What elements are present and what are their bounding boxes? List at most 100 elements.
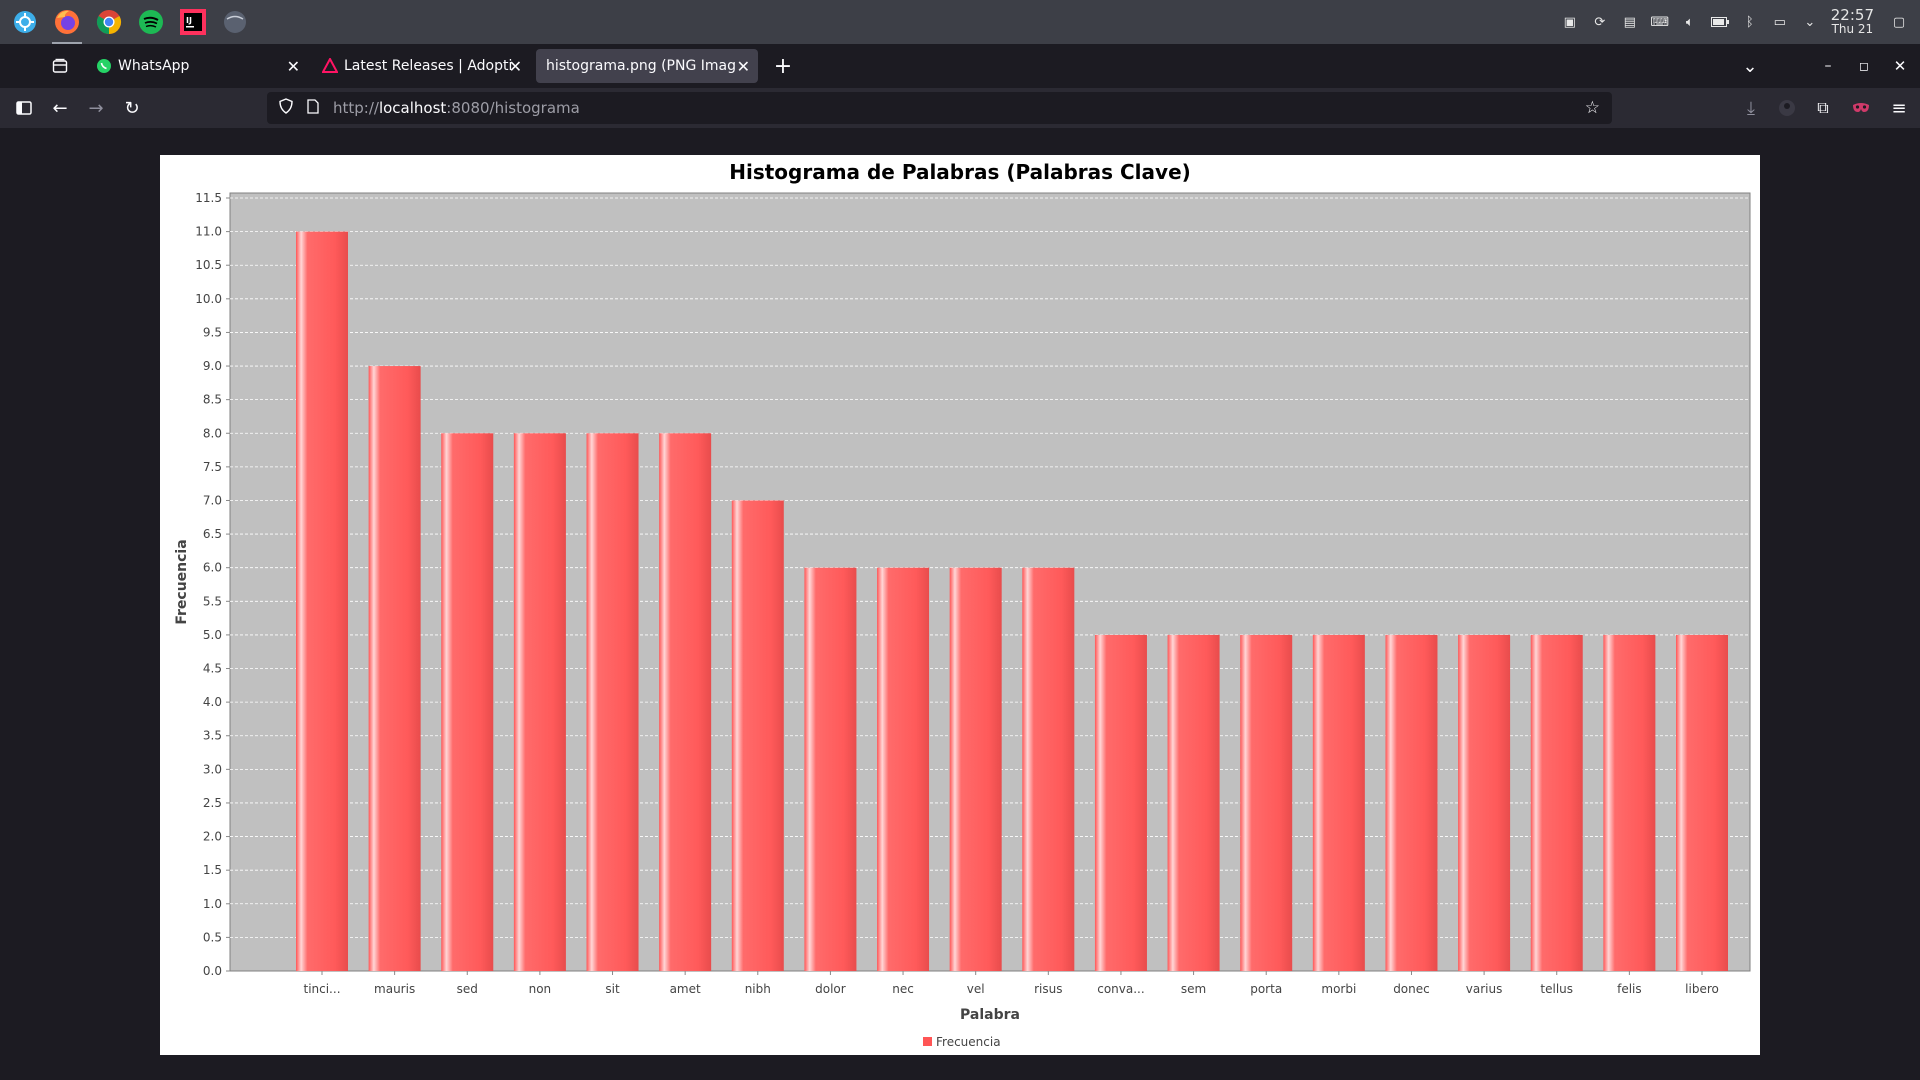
bar <box>513 433 566 971</box>
maximize-icon[interactable]: ◻ <box>1859 59 1869 73</box>
kde-launcher-icon[interactable] <box>8 5 42 39</box>
menu-hamburger-icon[interactable]: ≡ <box>1891 97 1907 119</box>
clock-date: Thu 21 <box>1831 22 1874 36</box>
adoptium-icon <box>322 58 338 73</box>
account-avatar-icon[interactable] <box>1771 92 1803 124</box>
back-arrow-icon[interactable]: ← <box>52 97 68 119</box>
histogram-chart: Histograma de Palabras (Palabras Clave) … <box>174 160 1751 1049</box>
x-tick-label: libero <box>1685 982 1719 996</box>
histogram-image[interactable]: Histograma de Palabras (Palabras Clave) … <box>160 155 1760 1055</box>
keyboard-icon[interactable]: ⌨ <box>1650 14 1670 30</box>
x-tick-label: felis <box>1617 982 1642 996</box>
new-tab-button[interactable]: + <box>773 53 793 79</box>
y-tick-label: 1.0 <box>203 897 222 911</box>
y-tick-label: 5.0 <box>203 628 222 642</box>
taskbar: IJ ▣ ⟳ ▤ ⌨ 🔈︎ ᛒ ▭ ⌄ 22:57 Thu 21 ▢ <box>0 0 1920 44</box>
svg-text:IJ: IJ <box>186 16 192 25</box>
bar <box>731 500 784 971</box>
bookmark-star-icon[interactable]: ☆ <box>1584 98 1600 118</box>
display-icon[interactable]: ▭ <box>1773 14 1786 30</box>
bar <box>659 433 712 971</box>
shield-icon[interactable] <box>279 98 295 118</box>
y-tick-label: 10.0 <box>195 292 222 306</box>
x-tick-label: risus <box>1034 982 1062 996</box>
battery-icon[interactable] <box>1710 13 1729 31</box>
intellij-icon[interactable]: IJ <box>176 5 210 39</box>
y-tick-label: 4.5 <box>203 662 222 676</box>
x-tick-label: dolor <box>815 982 846 996</box>
firefox-icon[interactable] <box>50 5 84 44</box>
bar <box>441 433 494 971</box>
x-tick-label: donec <box>1393 982 1430 996</box>
forward-arrow-icon[interactable]: → <box>88 97 104 119</box>
y-tick-label: 4.0 <box>203 695 222 709</box>
minimize-icon[interactable]: – <box>1824 58 1832 74</box>
y-tick-label: 11.0 <box>195 225 222 239</box>
x-tick-label: morbi <box>1321 982 1356 996</box>
page-icon[interactable] <box>307 98 323 118</box>
url-scheme: http:// <box>333 99 379 117</box>
close-icon[interactable]: ✕ <box>286 56 300 76</box>
x-tick-label: sem <box>1181 982 1206 996</box>
y-tick-label: 8.5 <box>203 393 222 407</box>
firefox-view-icon[interactable] <box>44 50 76 82</box>
x-tick-label: sit <box>605 982 620 996</box>
clipboard-icon[interactable]: ▤ <box>1623 14 1636 30</box>
y-tick-label: 8.0 <box>203 426 222 440</box>
x-tick-label: non <box>529 982 552 996</box>
page-content: Histograma de Palabras (Palabras Clave) … <box>0 128 1920 1080</box>
app-circle-icon[interactable] <box>218 5 252 39</box>
chevron-down-icon[interactable]: ⌄ <box>1804 14 1816 30</box>
bar <box>586 433 639 971</box>
bar <box>1312 634 1365 971</box>
bar <box>1603 634 1656 971</box>
tab-whatsapp[interactable]: WhatsApp ✕ <box>86 49 308 83</box>
y-tick-label: 10.5 <box>195 258 222 272</box>
chrome-icon[interactable] <box>92 5 126 39</box>
show-desktop-icon[interactable]: ▢ <box>1892 14 1906 30</box>
volume-icon[interactable]: 🔈︎ <box>1685 14 1694 30</box>
nav-bar: ← → ↻ http://localhost:8080/histograma ☆… <box>0 88 1920 128</box>
tab-title: Latest Releases | Adoptium <box>344 58 512 74</box>
y-tick-label: 7.0 <box>203 493 222 507</box>
extensions-icon[interactable]: ⧉ <box>1817 98 1829 117</box>
x-axis-label: Palabra <box>960 1007 1020 1023</box>
tab-title: histograma.png (PNG Image, <box>546 58 736 74</box>
spotify-icon[interactable] <box>134 5 168 39</box>
tab-adoptium[interactable]: Latest Releases | Adoptium ✕ <box>312 49 530 83</box>
x-tick-label: porta <box>1250 982 1282 996</box>
list-all-tabs-icon[interactable]: ⌄ <box>1742 55 1758 77</box>
url-path: :8080/histograma <box>446 99 580 117</box>
y-tick-label: 11.5 <box>195 191 222 205</box>
x-tick-label: varius <box>1466 982 1503 996</box>
close-icon[interactable]: ✕ <box>736 56 750 76</box>
sync-icon[interactable]: ⟳ <box>1594 14 1606 30</box>
sidebar-icon[interactable] <box>8 92 40 124</box>
x-tick-label: sed <box>457 982 478 996</box>
y-axis-label: Frecuencia <box>174 539 190 624</box>
close-icon[interactable]: ✕ <box>508 56 522 76</box>
y-tick-label: 9.0 <box>203 359 222 373</box>
chart-title: Histograma de Palabras (Palabras Clave) <box>729 160 1191 184</box>
url-text[interactable]: http://localhost:8080/histograma <box>333 99 580 117</box>
x-tick-label: conva... <box>1097 982 1144 996</box>
url-bar[interactable]: http://localhost:8080/histograma ☆ <box>267 92 1612 124</box>
y-tick-label: 0.5 <box>203 930 222 944</box>
tab-title: WhatsApp <box>118 58 190 74</box>
package-icon[interactable]: ▣ <box>1563 14 1576 30</box>
bar <box>949 567 1002 971</box>
y-tick-label: 1.5 <box>203 863 222 877</box>
bluetooth-icon[interactable]: ᛒ <box>1745 14 1754 30</box>
clock-time: 22:57 <box>1830 6 1874 24</box>
private-mask-icon[interactable] <box>1845 92 1877 124</box>
bar <box>804 567 857 971</box>
clock[interactable]: 22:57 Thu 21 <box>1830 6 1874 37</box>
y-tick-label: 3.5 <box>203 729 222 743</box>
bar <box>296 231 348 971</box>
bar <box>877 567 930 971</box>
window-close-icon[interactable]: ✕ <box>1893 57 1907 75</box>
tab-histograma[interactable]: histograma.png (PNG Image, ✕ <box>536 49 758 83</box>
downloads-icon[interactable]: ⤓ <box>1747 97 1755 119</box>
reload-icon[interactable]: ↻ <box>124 97 140 119</box>
x-tick-label: vel <box>967 982 985 996</box>
